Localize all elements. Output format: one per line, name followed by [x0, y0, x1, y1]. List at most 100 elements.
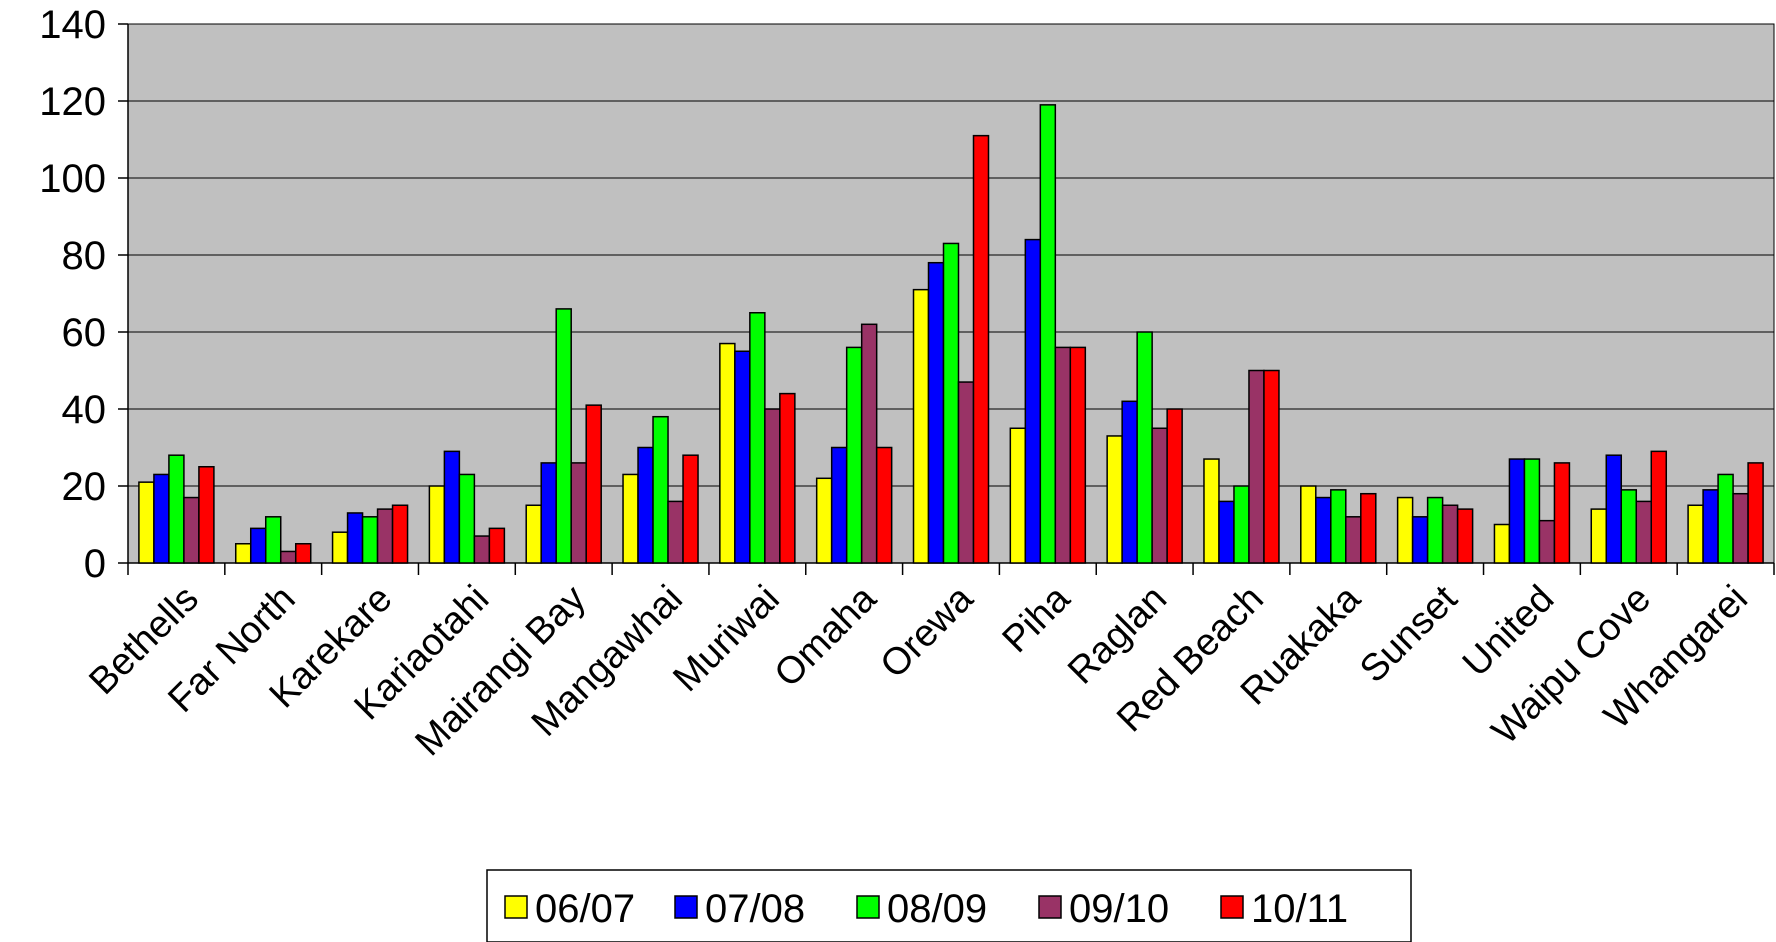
x-tick-label: Muriwai [665, 578, 787, 700]
bar [1702, 489, 1719, 564]
bar [473, 535, 491, 564]
bar [1360, 492, 1377, 564]
x-tick-label: Piha [995, 577, 1079, 661]
y-tick-label: 40 [62, 388, 107, 432]
bar [719, 342, 736, 564]
bar [443, 450, 461, 564]
bar [376, 508, 394, 564]
y-tick-label: 20 [62, 465, 107, 509]
bar [153, 473, 170, 564]
bar [912, 288, 930, 564]
bar [972, 134, 990, 564]
y-tick-label: 0 [84, 542, 106, 586]
bar [428, 485, 446, 564]
bars [138, 104, 1764, 564]
y-axis: 0 20 40 60 80 100 120 140 [39, 3, 129, 586]
legend-swatch [856, 895, 880, 919]
bar [1732, 492, 1749, 564]
bar [1523, 458, 1541, 564]
legend-swatch [1220, 895, 1244, 919]
bar [391, 504, 409, 564]
legend-swatch [674, 895, 698, 919]
legend-label: 10/11 [1251, 887, 1348, 931]
bar [779, 392, 796, 564]
bar [667, 500, 684, 564]
legend-label: 06/07 [535, 887, 635, 931]
bar [622, 473, 639, 564]
bar [682, 454, 699, 564]
bar [1687, 504, 1704, 564]
bar [734, 350, 751, 564]
x-tick-label: Orewa [873, 577, 982, 686]
bar [585, 404, 602, 564]
bar [860, 323, 878, 564]
bar [525, 504, 542, 564]
bar [234, 543, 252, 564]
bar [1493, 523, 1511, 564]
bar [875, 446, 893, 564]
bar [1717, 473, 1734, 564]
bar [1538, 519, 1556, 564]
bar [138, 481, 155, 564]
bar [764, 408, 781, 564]
bar [1345, 516, 1362, 564]
bar [1508, 458, 1526, 564]
bar [1233, 485, 1250, 564]
bar [264, 516, 282, 564]
bar [346, 512, 364, 564]
bar [1330, 489, 1347, 564]
bar [1605, 454, 1623, 564]
legend-swatch [1038, 895, 1062, 919]
bar [942, 242, 960, 564]
bar [1441, 504, 1459, 564]
bar [1263, 369, 1280, 564]
bar [749, 312, 766, 564]
y-tick-label: 80 [62, 234, 107, 278]
bar [1620, 489, 1638, 564]
bar [1456, 508, 1474, 564]
bar [845, 346, 863, 564]
bar [458, 473, 476, 564]
bar [1218, 500, 1235, 564]
bar [1009, 427, 1027, 564]
bar [488, 527, 506, 564]
bar [294, 543, 312, 564]
bar [1121, 400, 1138, 564]
bar [1151, 427, 1168, 564]
bar [1039, 104, 1057, 564]
gridlines [128, 23, 1774, 487]
bar [1590, 508, 1608, 564]
bar [830, 446, 848, 564]
y-tick-label: 120 [39, 80, 106, 124]
bar [1166, 408, 1183, 564]
bar [1635, 500, 1653, 564]
bar [1411, 516, 1429, 564]
y-tick-label: 100 [39, 157, 106, 201]
legend-label: 09/10 [1069, 887, 1169, 931]
bar [331, 531, 349, 564]
bar [570, 462, 587, 564]
bar [361, 516, 379, 564]
bar [540, 462, 557, 564]
bar [1300, 485, 1317, 564]
bar [637, 446, 654, 564]
legend: 06/07 07/08 08/09 09/10 10/11 [486, 869, 1412, 942]
bar [1106, 435, 1123, 564]
bar [555, 308, 572, 564]
y-tick-label: 140 [39, 3, 106, 47]
bar [168, 454, 185, 564]
bar [183, 496, 200, 564]
bar [1069, 346, 1087, 564]
legend-label: 07/08 [705, 887, 805, 931]
bar [1054, 346, 1072, 564]
legend-label: 08/09 [887, 887, 987, 931]
bar [652, 415, 669, 564]
bar [1024, 238, 1042, 564]
y-tick-label: 60 [62, 311, 107, 355]
bar [1747, 462, 1764, 564]
bar [249, 527, 267, 564]
bar [957, 381, 975, 564]
legend-swatch [504, 895, 528, 919]
legend-box [486, 869, 1412, 942]
bar [1426, 496, 1444, 564]
